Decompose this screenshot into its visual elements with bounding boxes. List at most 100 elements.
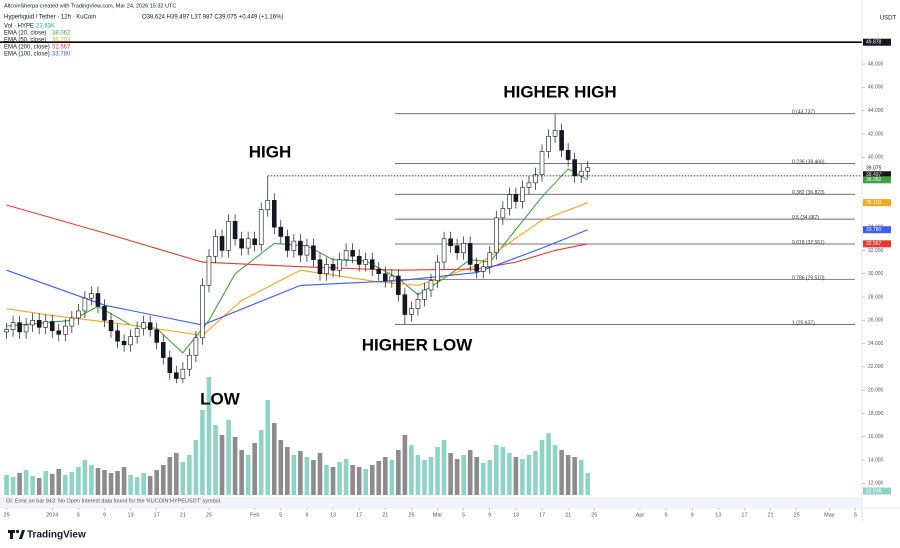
volume-bar	[350, 465, 355, 495]
candle-body	[448, 238, 453, 247]
volume-bar	[298, 451, 303, 495]
volume-bar	[76, 467, 81, 495]
volume-bar	[480, 463, 486, 495]
ema-legend-value: 33.780	[52, 52, 71, 58]
volume-bar	[454, 459, 460, 495]
volume-bar	[578, 460, 584, 495]
brand-logo	[8, 529, 25, 539]
volume-bar	[285, 447, 290, 495]
candle-body	[4, 329, 9, 333]
annotation: HIGH	[249, 142, 292, 161]
volume-bar	[552, 445, 558, 495]
volume-bar	[376, 461, 382, 495]
volume-bar	[102, 470, 107, 495]
ema-legend-value: 32.567	[52, 45, 71, 51]
candle-body	[317, 259, 323, 275]
x-tick-label: 25	[591, 512, 597, 518]
volume-bar	[343, 459, 349, 495]
candle-body	[206, 255, 212, 286]
volume-bar	[526, 455, 532, 495]
ohlc: O38.624 H39.497 L37.987 C39.075 +0.449 (…	[142, 15, 283, 21]
volume-bar	[572, 457, 577, 495]
volume-bar	[206, 377, 212, 495]
candle-body	[82, 297, 88, 312]
y-tick-label: 16.000	[868, 434, 884, 440]
volume-bar	[187, 455, 192, 495]
candle-body	[343, 250, 349, 261]
volume-label: 22.63K	[866, 488, 883, 494]
volume-bar	[95, 468, 101, 495]
volume-bar	[304, 457, 310, 495]
x-tick-label: 21	[565, 512, 571, 518]
candle-body	[200, 285, 205, 339]
volume-bar	[428, 457, 434, 495]
fib-label: 0.618 (32.551)	[792, 240, 825, 246]
candle-body	[546, 135, 551, 152]
x-tick-label: 5	[77, 512, 80, 518]
candle-body	[108, 320, 114, 332]
plot-area: 0 (43.737) 0.236 (39.466) 0.382 (36.823) 0.…	[0, 41, 862, 495]
candle-body	[487, 252, 493, 268]
volume-bar	[389, 460, 395, 495]
volume-bar	[513, 457, 519, 495]
candle-body	[330, 264, 336, 271]
volume-bar	[43, 471, 49, 495]
candle-body	[278, 226, 284, 237]
candle-body	[265, 200, 271, 210]
candle-body	[291, 240, 297, 251]
x-tick-label: Feb	[250, 512, 259, 518]
candle-body	[115, 330, 120, 342]
candle-body	[311, 245, 316, 261]
y-tick-label: 30.000	[868, 271, 884, 277]
x-tick-label: 21	[180, 512, 186, 518]
candle-body	[494, 217, 499, 254]
candle-body	[213, 236, 218, 257]
candle-body	[513, 194, 519, 202]
candle-body	[376, 268, 382, 275]
brand: TradingView	[27, 530, 86, 541]
volume-bar	[232, 437, 238, 495]
volume-bar	[147, 476, 153, 495]
volume-bar	[56, 469, 62, 495]
candle-body	[441, 238, 447, 263]
volume-bar	[258, 430, 264, 495]
price-label-box	[863, 171, 891, 179]
y-tick-label: 46.000	[868, 85, 884, 91]
volume-bar	[539, 440, 545, 495]
x-tick-label: 17	[154, 512, 160, 518]
y-tick-label: 42.000	[868, 131, 884, 137]
volume-bar	[82, 460, 88, 495]
volume-bar	[402, 435, 408, 495]
price-label: 32.567	[866, 241, 882, 247]
price-label-box	[863, 176, 891, 184]
x-tick-label: 17	[356, 512, 362, 518]
x-tick-label: 2024	[46, 512, 58, 518]
ema-legend: EMA (200, close)	[4, 45, 50, 51]
ema-legend-value: 36.103	[52, 38, 71, 44]
candle-body	[56, 330, 62, 335]
volume-bar	[278, 440, 284, 495]
volume-bar	[23, 470, 29, 495]
volume-bar	[180, 462, 186, 495]
volume-bar	[154, 470, 160, 495]
volume-bar	[461, 455, 466, 495]
x-tick-label: 5	[854, 512, 857, 518]
volume-bar	[585, 473, 591, 495]
candle-body	[461, 243, 466, 254]
candle-body	[239, 238, 244, 249]
candle-body	[102, 306, 107, 321]
volume-bar	[422, 460, 427, 495]
y-tick-label: 26.000	[868, 318, 884, 324]
candle-body	[30, 320, 35, 326]
volume-bar	[265, 400, 271, 495]
ema-legend: EMA (50, close)	[4, 38, 46, 44]
overlay: 12.000 14.000 16.000 18.000 20.000 22.000 24.0…	[3, 31, 891, 518]
candle-body	[565, 149, 571, 160]
volume-bar	[17, 473, 22, 495]
credit: AltcoinSherpa created with TradingView.c…	[4, 3, 176, 9]
volume-bar	[239, 450, 244, 495]
candle-body	[49, 321, 55, 332]
x-tick-label: 25	[794, 512, 800, 518]
x-tick-label: 21	[382, 512, 388, 518]
volume-bar	[396, 450, 401, 495]
